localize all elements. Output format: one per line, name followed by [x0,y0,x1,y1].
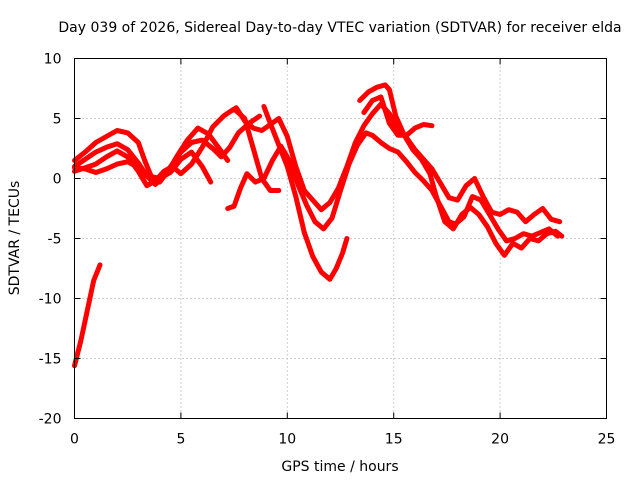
chart-title: Day 039 of 2026, Sidereal Day-to-day VTE… [58,20,621,36]
y-axis-label: SDTVAR / TECUs [7,181,23,296]
series-track-10 [361,94,435,138]
y-tick-label: 10 [44,52,62,68]
y-tick-label: 5 [53,112,62,128]
y-tick-label: -5 [48,232,62,248]
series-track-4 [72,106,282,193]
y-tick-label: -20 [39,412,62,428]
series-layer [72,82,565,369]
x-tick-label: 25 [598,432,616,448]
y-tick-label: 0 [53,172,62,188]
series-track-7 [233,101,563,225]
x-tick-label: 15 [385,432,403,448]
series-track-8 [261,104,350,282]
x-tick-label: 5 [176,432,185,448]
x-tick-label: 0 [70,432,79,448]
y-tick-label: -10 [39,292,62,308]
axis-ticks: 0 5 10 15 20 25 -20 -15 -10 -5 0 5 10 [39,52,616,448]
series-track-1 [72,262,103,369]
x-axis-label: GPS time / hours [281,459,398,475]
series-track-6 [225,130,561,244]
series-track-5 [72,149,214,185]
x-tick-label: 10 [278,432,296,448]
x-tick-label: 20 [491,432,509,448]
series-track-9 [357,82,565,258]
y-tick-label: -15 [39,352,62,368]
